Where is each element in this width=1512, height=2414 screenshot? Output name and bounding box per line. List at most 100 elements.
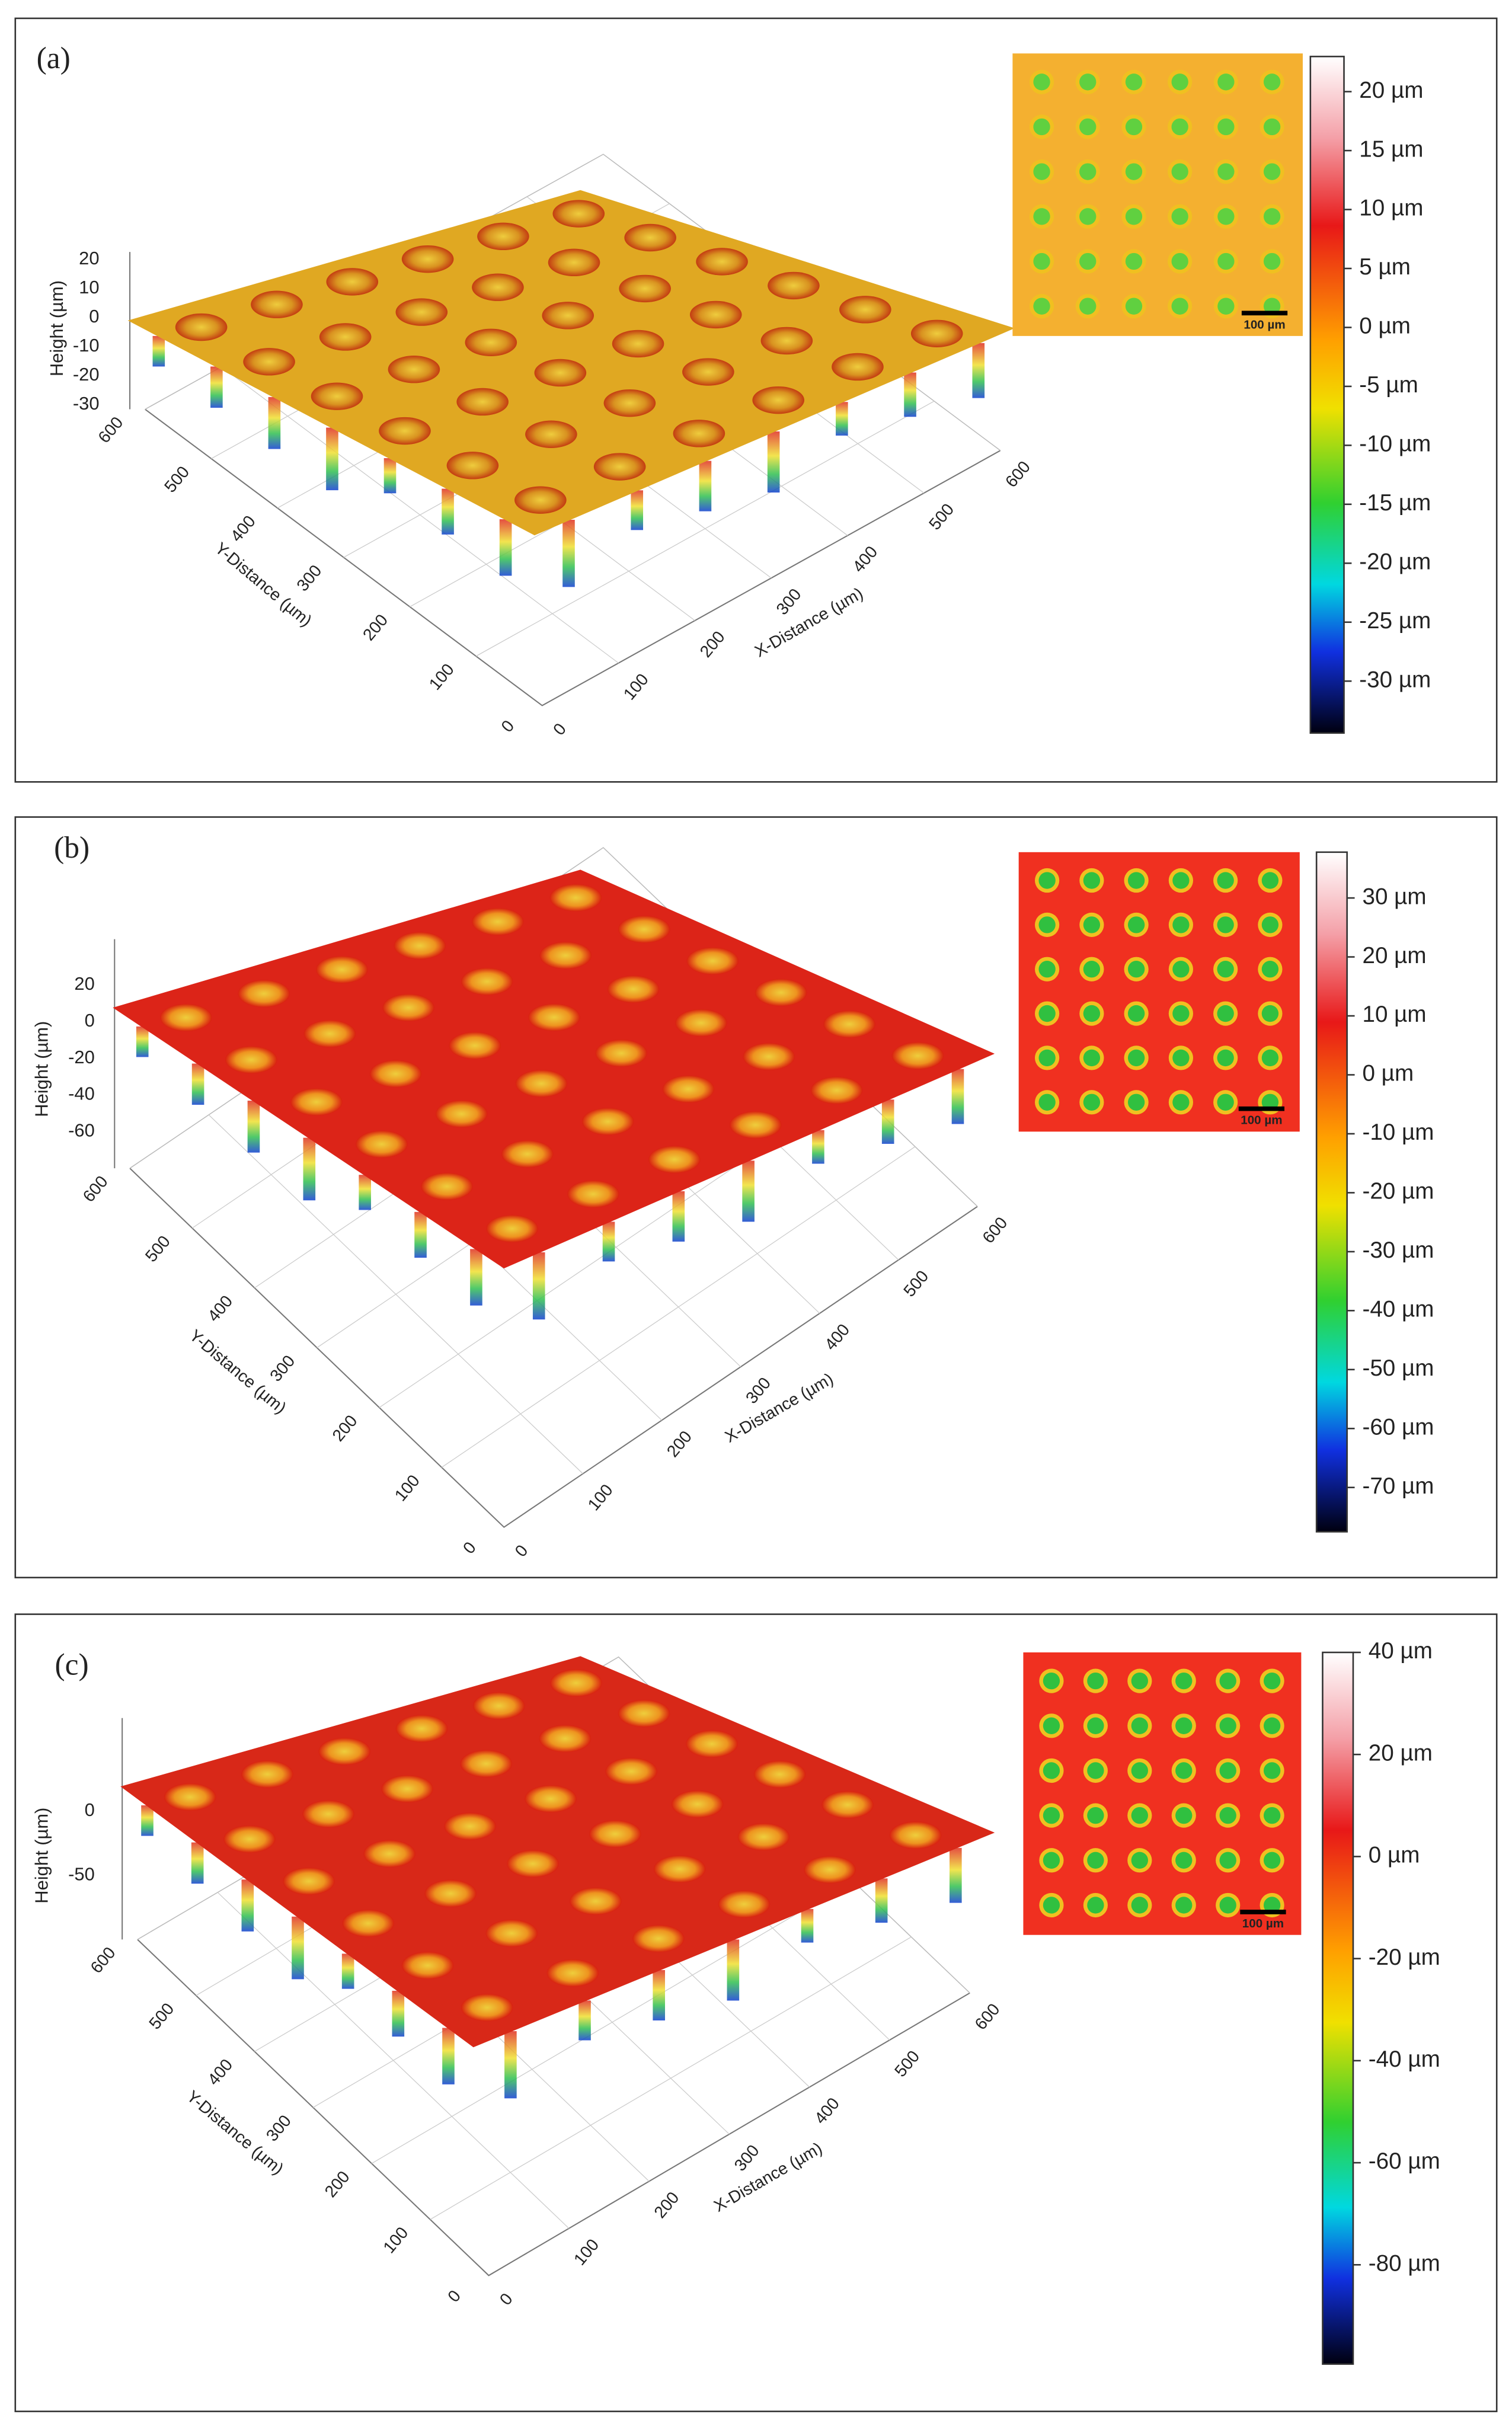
- surface-pit: [507, 1850, 559, 1878]
- surface-pit: [342, 1909, 395, 1937]
- surface-spike: [836, 402, 848, 436]
- surface-pit: [388, 356, 440, 383]
- scale-bar-label: 100 µm: [1244, 318, 1285, 331]
- surface-spike: [152, 335, 165, 367]
- surface-pit: [821, 1790, 874, 1819]
- inset-pit-core: [1217, 961, 1234, 978]
- inset-pit-core: [1172, 1005, 1190, 1022]
- colorbar-tick-label: 0 µm: [1369, 1843, 1420, 1868]
- z-tick-label: 20: [79, 248, 99, 268]
- surface-pit: [755, 979, 807, 1006]
- inset-pit-core: [1127, 961, 1145, 978]
- surface-pit: [539, 1725, 592, 1753]
- inset-pit-core: [1087, 1672, 1104, 1690]
- surface-pit: [593, 453, 646, 481]
- z-tick-label: -50: [68, 1863, 95, 1884]
- inset-pit-core: [1043, 1852, 1060, 1869]
- surface-pit: [435, 1100, 488, 1128]
- inset-pit-core: [1043, 1672, 1060, 1690]
- colorbar-tick-label: 0 µm: [1359, 314, 1411, 339]
- surface-pit: [223, 1825, 276, 1853]
- z-tick-label: 0: [85, 1010, 95, 1031]
- x-tick-label: 300: [731, 2141, 763, 2175]
- inset-pit-core: [1038, 872, 1056, 889]
- inset-pit-core: [1175, 1897, 1193, 1914]
- surface-spike: [972, 343, 985, 398]
- y-tick-label: 400: [227, 512, 260, 546]
- x-tick-label: 0: [496, 2290, 517, 2309]
- y-tick-label: 200: [359, 611, 392, 645]
- inset-pit-core: [1263, 1717, 1281, 1734]
- inset-pit-core: [1217, 252, 1235, 270]
- surface-pit: [729, 1111, 782, 1139]
- inset-pit-core: [1263, 118, 1281, 136]
- surface-pit: [456, 388, 509, 416]
- inset-pit-core: [1125, 163, 1143, 180]
- colorbar-tick-label: -20 µm: [1369, 1945, 1440, 1970]
- x-axis-label: X-Distance (µm): [722, 1370, 837, 1447]
- inset-pit-core: [1087, 1806, 1104, 1824]
- scale-bar-label: 100 µm: [1242, 1917, 1284, 1930]
- surface-pit: [549, 884, 602, 912]
- surface-pit: [662, 1075, 715, 1103]
- surface-spike: [392, 1990, 405, 2037]
- inset-pit-core: [1263, 208, 1281, 225]
- surface-pit: [528, 1003, 580, 1031]
- colorbar-tick-label: -20 µm: [1359, 549, 1431, 574]
- x-tick-label: 500: [891, 2047, 923, 2081]
- inset-pit-core: [1083, 916, 1101, 933]
- inset-pit-core: [1263, 1762, 1281, 1779]
- colorbar-tick-label: 5 µm: [1359, 254, 1411, 280]
- surface-pit: [424, 1879, 477, 1908]
- x-axis-label: X-Distance (µm): [752, 584, 867, 661]
- inset-pit-core: [1079, 163, 1097, 180]
- inset-pit-core: [1083, 961, 1101, 978]
- inset-map: [1012, 53, 1303, 336]
- surface-pit: [501, 1140, 554, 1168]
- y-tick-label: 300: [263, 2112, 295, 2146]
- inset-pit-core: [1127, 916, 1145, 933]
- surface-pit: [449, 1031, 501, 1060]
- inset-pit-core: [1127, 1094, 1145, 1111]
- surface-pit: [686, 947, 739, 975]
- x-tick-label: 100: [584, 1481, 617, 1514]
- surface-pit: [243, 348, 295, 376]
- x-tick-label: 200: [650, 2188, 683, 2222]
- inset-pit-core: [1087, 1897, 1104, 1914]
- inset-pit-core: [1033, 252, 1050, 270]
- surface-pit: [607, 975, 660, 1003]
- surface-spike: [383, 458, 397, 494]
- surface-pit: [363, 1840, 415, 1868]
- y-tick-label: 400: [204, 1292, 236, 1326]
- surface-pit: [570, 1887, 622, 1915]
- inset-pit-core: [1131, 1897, 1148, 1914]
- surface-pit: [839, 296, 891, 324]
- colorbar-tick-label: -15 µm: [1359, 490, 1431, 516]
- y-tick-label: 300: [293, 561, 325, 595]
- z-tick-label: 20: [74, 973, 94, 994]
- surface-spike: [812, 1130, 824, 1164]
- surface-pit: [550, 1669, 602, 1697]
- inset-pit-core: [1038, 1094, 1056, 1111]
- colorbar-tick-label: -10 µm: [1362, 1120, 1434, 1145]
- surface-pit: [891, 1042, 944, 1070]
- colorbar-tick-label: -30 µm: [1359, 667, 1431, 692]
- colorbar-tick-label: 10 µm: [1362, 1002, 1426, 1027]
- surface-spike: [442, 2028, 455, 2084]
- x-tick-label: 100: [620, 670, 653, 704]
- surface-spike: [881, 1099, 894, 1144]
- inset-pit-core: [1079, 73, 1097, 91]
- inset-pit-core: [1033, 118, 1050, 136]
- axis-box: [129, 1168, 978, 1529]
- colorbar-tick-label: -60 µm: [1369, 2148, 1440, 2174]
- surface-pit: [401, 1951, 454, 1980]
- surface-pit: [542, 302, 594, 330]
- colorbar-tick-label: 10 µm: [1359, 196, 1423, 221]
- y-tick-label: 0: [498, 717, 519, 736]
- surface-pit: [632, 1924, 685, 1953]
- inset-pit-core: [1033, 73, 1050, 91]
- z-tick-label: 0: [89, 306, 99, 327]
- colorbar-tick-label: 40 µm: [1369, 1638, 1433, 1664]
- inset-pit-core: [1043, 1897, 1060, 1914]
- surface-pit: [356, 1130, 408, 1158]
